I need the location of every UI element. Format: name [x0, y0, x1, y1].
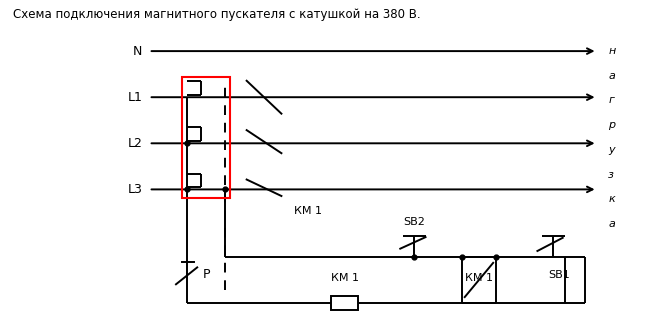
Text: L2: L2: [128, 137, 143, 150]
Text: у: у: [608, 145, 615, 155]
Text: р: р: [608, 120, 615, 130]
Text: а: а: [608, 71, 615, 81]
Text: з: з: [608, 170, 614, 179]
Bar: [332, 296, 358, 310]
Text: к: к: [608, 194, 615, 204]
Text: КМ 1: КМ 1: [294, 206, 322, 216]
Text: а: а: [608, 219, 615, 229]
Text: КМ 1: КМ 1: [331, 273, 359, 283]
Text: КМ 1: КМ 1: [465, 273, 493, 283]
Text: н: н: [608, 46, 615, 56]
Text: Схема подключения магнитного пускателя с катушкой на 380 В.: Схема подключения магнитного пускателя с…: [13, 8, 421, 21]
Bar: [181, 78, 230, 198]
Text: P: P: [203, 268, 210, 281]
Text: SB2: SB2: [403, 217, 425, 227]
Text: SB1: SB1: [549, 270, 570, 280]
Text: г: г: [608, 95, 614, 106]
Text: L1: L1: [128, 91, 143, 104]
Text: N: N: [133, 45, 143, 57]
Text: L3: L3: [128, 183, 143, 196]
